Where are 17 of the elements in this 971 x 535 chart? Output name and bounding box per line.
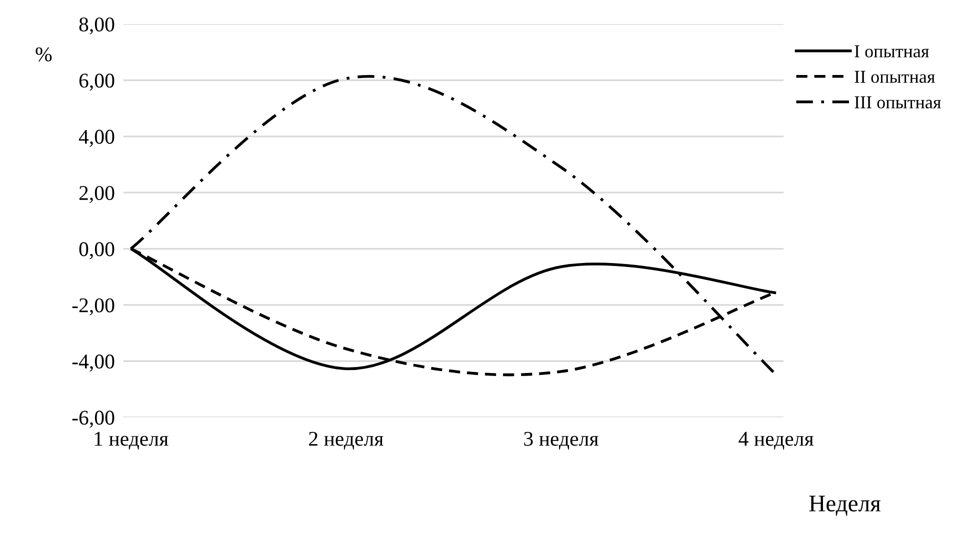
y-tick-label: -2,00 [72, 298, 114, 316]
y-tick-label: 6,00 [79, 74, 114, 91]
x-tick-label: 1 неделя [94, 432, 168, 450]
legend-label: I опытная [854, 45, 929, 58]
legend-label: II опытная [854, 70, 935, 83]
x-tick-label: 4 неделя [738, 432, 814, 450]
y-tick-label: -6,00 [72, 410, 114, 428]
y-tick-label: 8,00 [79, 17, 114, 35]
y-axis-title: % [36, 47, 52, 62]
x-tick-label: 3 неделя [524, 432, 598, 450]
x-tick-label: 2 неделя [309, 432, 384, 450]
legend-label: III опытная [854, 96, 941, 108]
y-tick-label: 2,00 [79, 186, 114, 204]
y-tick-label: 0,00 [79, 242, 114, 260]
y-tick-label: 4,00 [78, 130, 114, 147]
x-axis-title: Неделя [809, 496, 881, 516]
y-tick-label: -4,00 [72, 354, 114, 372]
